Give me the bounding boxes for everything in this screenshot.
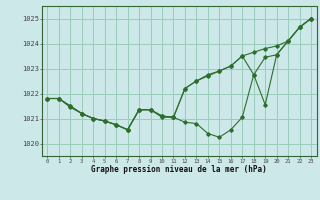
X-axis label: Graphe pression niveau de la mer (hPa): Graphe pression niveau de la mer (hPa) [91, 165, 267, 174]
